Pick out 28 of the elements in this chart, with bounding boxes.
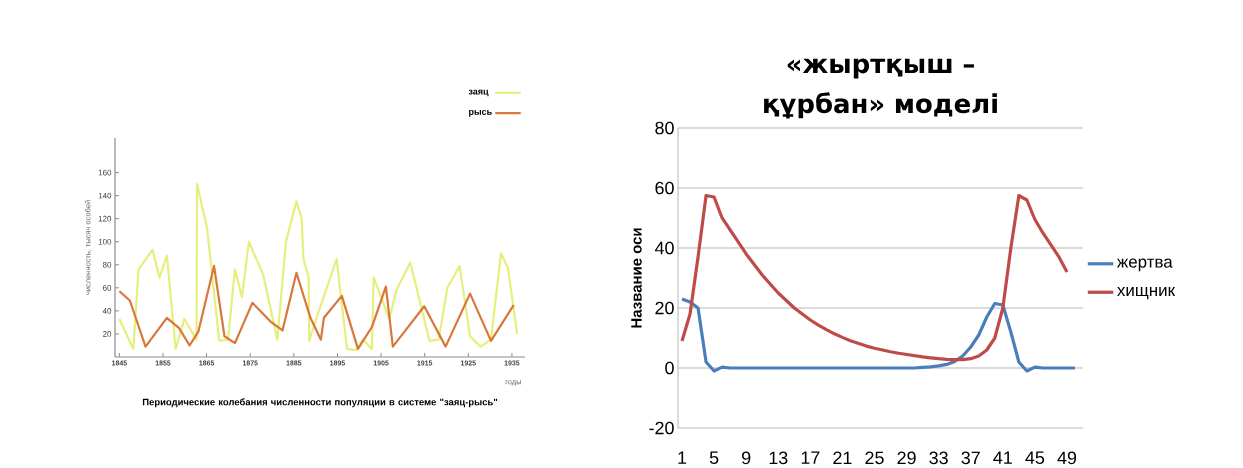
y-tick-label: 60 [655, 181, 674, 195]
legend-label: рысь [469, 110, 492, 117]
y-tick-label: 40 [654, 241, 674, 255]
x-tick-label: 45 [1025, 451, 1045, 465]
legend-label: жертва [1116, 258, 1173, 272]
x-tick-label: 37 [961, 451, 980, 465]
x-tick-label: 5 [709, 451, 719, 465]
x-tick-label: 1 [678, 451, 687, 465]
y-axis-title: Название оси [631, 228, 642, 328]
y-tick-label: 80 [655, 121, 674, 135]
x-tick-label: 41 [993, 451, 1012, 465]
x-tick-label: 9 [742, 451, 751, 465]
line-series [118, 183, 519, 352]
x-tick-label: 49 [1057, 451, 1077, 465]
y-tick-label: 0 [665, 361, 674, 375]
x-tick-label: 25 [865, 451, 884, 465]
x-tick-label: 13 [769, 451, 788, 465]
text: Периодические колебания численности популяции в системе "заяц-рысь" [142, 398, 498, 408]
y-tick-label: 20 [655, 301, 674, 315]
y-tick-label: -20 [649, 421, 674, 435]
x-tick-label: 29 [897, 451, 916, 465]
x-tick-label: 33 [929, 451, 948, 465]
legend-label: хищник [1117, 287, 1176, 300]
line-series [118, 265, 515, 351]
chart-title: «жыртқыш –құрбан» моделі [764, 58, 997, 119]
x-tick-label: 21 [833, 451, 852, 465]
legend-label: заяц [468, 89, 489, 97]
x-tick-label: 17 [801, 451, 820, 465]
